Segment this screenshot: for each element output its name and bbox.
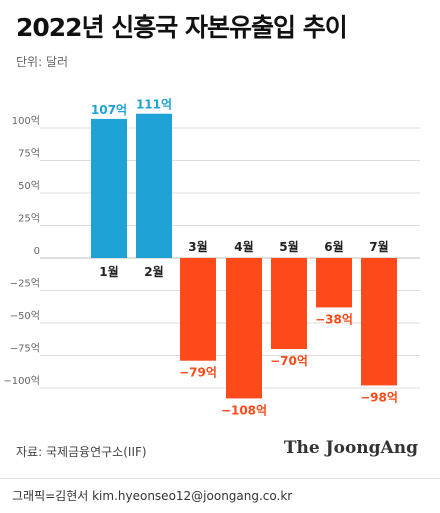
y-tick-label: 25억 (18, 213, 40, 225)
bar-chart: 100억 75억 50억 25억 0 −25억 −50억 −75억 −100억 107억 1월 111… (3, 98, 420, 417)
data-label: −38억 (315, 312, 353, 326)
bar (226, 258, 262, 399)
category-label: 1월 (99, 264, 118, 279)
data-label: −98억 (360, 390, 398, 404)
category-label: 6월 (324, 239, 343, 254)
y-tick-label: 100억 (12, 115, 40, 127)
bar (91, 118, 127, 259)
bar (180, 258, 216, 361)
data-label: −79억 (179, 366, 217, 380)
category-label: 7월 (369, 239, 388, 254)
y-tick-label: −75억 (10, 343, 40, 355)
bar (316, 258, 352, 308)
publisher-logo: The JoongAng (283, 438, 418, 458)
bar (361, 258, 397, 386)
chart-title: 2022년 신흥국 자본유출입 추이 (16, 13, 348, 42)
data-label: 107억 (91, 103, 127, 117)
y-tick-label: 0 (34, 246, 40, 257)
y-tick-label: 75억 (18, 148, 40, 160)
data-label: −70억 (270, 354, 308, 368)
unit-label: 단위: 달러 (16, 55, 69, 69)
source-note: 자료: 국제금융연구소(IIF) (16, 445, 147, 459)
category-label: 4월 (234, 239, 253, 254)
category-label: 2월 (144, 264, 163, 279)
y-tick-label: −100억 (3, 375, 40, 387)
y-tick-label: 50억 (18, 180, 40, 192)
category-label: 5월 (279, 239, 298, 254)
divider (0, 478, 440, 479)
bar (271, 258, 307, 349)
y-tick-label: −25억 (10, 278, 40, 290)
bar (136, 113, 172, 258)
y-tick-label: −50억 (10, 310, 40, 322)
category-label: 3월 (188, 239, 207, 254)
graphic-credit: 그래픽=김현서 kim.hyeonseo12@joongang.co.kr (12, 489, 293, 503)
data-label: 111억 (136, 98, 172, 112)
data-label: −108억 (221, 403, 267, 417)
chart-card: 2022년 신흥국 자본유출입 추이 단위: 달러 100억 75억 50억 25억 0… (3, 13, 420, 459)
